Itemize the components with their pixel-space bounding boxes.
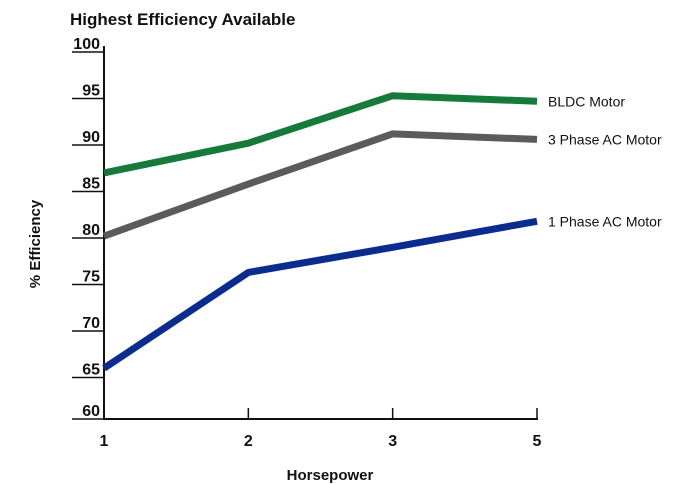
y-tick-label: 75	[82, 269, 100, 286]
series-line	[103, 92, 538, 177]
series-lines	[102, 92, 538, 372]
series-label: BLDC Motor	[548, 93, 625, 109]
x-tick-label: 5	[533, 433, 542, 450]
x-axis-title: Horsepower	[287, 467, 374, 484]
series-line	[102, 217, 538, 372]
x-axis-ticks: 1 2 3 5	[100, 408, 542, 450]
y-tick-label: 90	[82, 129, 100, 146]
series-label: 1 Phase AC Motor	[548, 213, 662, 229]
y-tick-label: 95	[82, 83, 100, 100]
y-tick-label: 60	[82, 403, 100, 420]
y-tick-label: 80	[82, 222, 100, 239]
series-labels: BLDC Motor 3 Phase AC Motor 1 Phase AC Mot…	[548, 93, 662, 229]
series-label: 3 Phase AC Motor	[548, 131, 662, 147]
y-tick-label: 85	[82, 176, 100, 193]
y-tick-label: 65	[82, 362, 100, 379]
x-tick-label: 1	[100, 433, 109, 450]
y-tick-label: 100	[73, 36, 100, 53]
chart-title: Highest Efficiency Available	[70, 10, 295, 29]
y-axis-ticks: 60 65 70 75 80 85 90 95 100	[72, 36, 104, 420]
x-tick-label: 2	[244, 433, 253, 450]
y-axis-title: % Efficiency	[27, 199, 44, 288]
x-tick-label: 3	[388, 433, 397, 450]
series-line	[102, 130, 538, 240]
y-tick-label: 70	[82, 315, 100, 332]
